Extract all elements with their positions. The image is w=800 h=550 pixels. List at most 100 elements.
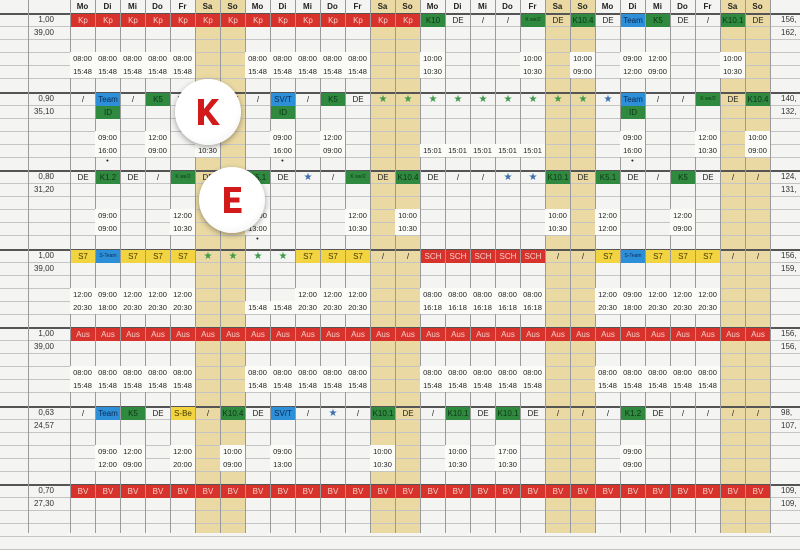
end-time: 09:00 [745, 143, 770, 157]
shift-code: DE [720, 92, 745, 106]
end-time: 09:00 [220, 457, 245, 471]
right-value: 162, [781, 28, 797, 37]
end-time: 18:00 [95, 300, 120, 314]
end-time: 20:00 [170, 457, 195, 471]
shift-code: Aus [445, 328, 470, 341]
shift-code: BV [245, 485, 270, 498]
shift-code: Aus [720, 328, 745, 341]
end-time: 20:30 [695, 300, 720, 314]
column-divider [70, 0, 71, 533]
row-divider [0, 274, 800, 276]
start-time: 08:00 [645, 366, 670, 379]
letter-k-graphic [198, 99, 220, 125]
column-divider [570, 0, 571, 533]
start-time: 08:00 [345, 52, 370, 65]
day-header: Do [327, 2, 338, 11]
end-time: 15:48 [120, 379, 145, 392]
star-icon: ★ [570, 92, 595, 106]
start-time: 09:00 [620, 130, 645, 144]
row-divider [0, 52, 800, 53]
start-time: 08:00 [520, 366, 545, 379]
shift-code: S7 [695, 249, 720, 263]
start-time: 12:00 [170, 287, 195, 301]
dot-marker: • [106, 155, 109, 165]
row-divider [0, 156, 800, 158]
column-divider [495, 0, 496, 533]
start-time: 08:00 [70, 366, 95, 379]
start-time: 09:00 [270, 130, 295, 144]
start-time: 08:00 [320, 52, 345, 65]
left-value: 35,10 [33, 106, 54, 116]
shift-code: / [395, 249, 420, 263]
block-divider [0, 248, 800, 251]
end-time: 10:30 [545, 222, 570, 235]
shift-code: SV/T [270, 92, 295, 106]
start-time: 08:00 [145, 52, 170, 65]
shift-code: S7 [295, 249, 320, 263]
sticker-e [199, 167, 265, 233]
shift-code: Kp [170, 14, 195, 27]
day-header: Di [453, 2, 462, 11]
shift-code: Kp [70, 14, 95, 27]
shift-code: K we/2 [695, 92, 720, 106]
shift-code: Kp [320, 14, 345, 27]
shift-code: DE [270, 171, 295, 184]
start-time: 12:00 [695, 130, 720, 144]
shift-code: Aus [295, 328, 320, 341]
day-header: So [577, 2, 588, 11]
shift-code: / [645, 171, 670, 184]
shift-code: Aus [620, 328, 645, 341]
column-divider [770, 0, 771, 533]
start-time: 10:00 [545, 209, 570, 222]
shift-code: DE [620, 171, 645, 184]
end-time: 10:30 [395, 222, 420, 235]
shift-code: BV [620, 485, 645, 498]
start-time: 12:00 [670, 287, 695, 301]
end-time: 15:48 [295, 379, 320, 392]
shift-code: DE [395, 406, 420, 420]
shift-code: Aus [495, 328, 520, 341]
shift-code: / [470, 171, 495, 184]
start-time: 12:00 [595, 209, 620, 222]
row-divider [0, 523, 800, 524]
day-header: Di [628, 2, 637, 11]
day-header: Di [278, 2, 287, 11]
shift-code: Aus [170, 328, 195, 341]
start-time: 08:00 [445, 366, 470, 379]
shift-code: / [295, 406, 320, 420]
start-time: 09:00 [95, 444, 120, 458]
start-time: 09:00 [620, 52, 645, 65]
start-time: 10:00 [370, 444, 395, 458]
sticker-k [175, 79, 241, 145]
row-divider [0, 196, 800, 197]
start-time: 17:00 [495, 444, 520, 458]
star-icon: ★ [470, 92, 495, 106]
start-time: 08:00 [95, 366, 120, 379]
column-divider [270, 0, 271, 533]
shift-code: DE [145, 406, 170, 420]
left-value: 0,70 [38, 486, 54, 495]
end-time: 10:30 [720, 65, 745, 78]
end-time: 20:30 [120, 300, 145, 314]
shift-code: / [745, 406, 770, 420]
end-time: 16:18 [520, 300, 545, 314]
shift-code: / [470, 14, 495, 27]
start-time: 08:00 [420, 287, 445, 301]
shift-code: S7 [645, 249, 670, 263]
weekend-column [570, 0, 595, 533]
shift-code: / [370, 249, 395, 263]
shift-code: / [420, 406, 445, 420]
row-divider [0, 287, 800, 289]
shift-code: K10.1 [445, 406, 470, 420]
row-divider [0, 510, 800, 511]
star-icon: ★ [545, 92, 570, 106]
shift-code: Aus [145, 328, 170, 341]
right-value: 140, [781, 93, 797, 103]
shift-code: K5 [670, 171, 695, 184]
end-time: 15:48 [270, 379, 295, 392]
weekend-column [370, 0, 395, 533]
column-divider [370, 0, 371, 533]
shift-code: Aus [345, 328, 370, 341]
shift-code: DE [470, 406, 495, 420]
